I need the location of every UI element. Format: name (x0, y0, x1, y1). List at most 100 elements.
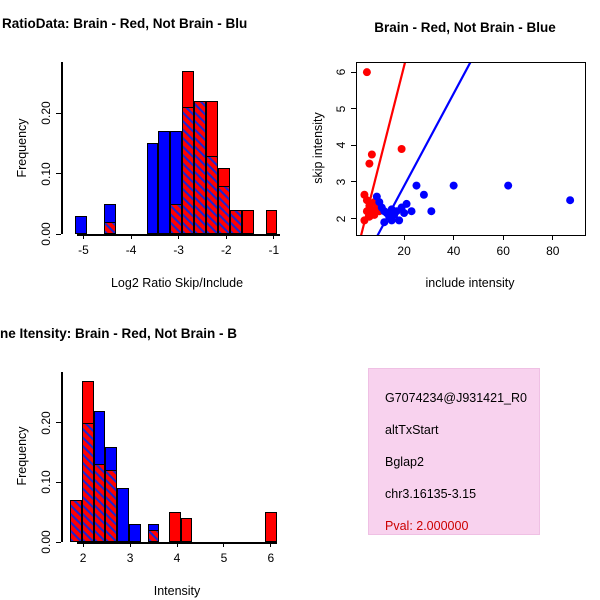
scatter-point-blue (407, 207, 416, 216)
y-tick-label: 2 (334, 215, 348, 222)
hist-bar-red (241, 209, 254, 234)
ratio-hist-x-axis-label: Log2 Ratio Skip/Include (110, 276, 244, 290)
x-axis-tick (270, 542, 272, 547)
y-axis-tick (56, 173, 61, 175)
hist-bar-overlap (182, 107, 195, 234)
x-tick-label: 20 (397, 244, 411, 258)
hist-bar-red (180, 518, 193, 542)
scatter-point-blue (504, 181, 513, 190)
scatter-plot-area: 20 40 60 80 2 3 4 5 6 (334, 60, 586, 258)
scatter-point-blue (400, 209, 409, 218)
hist-bar-overlap (81, 422, 94, 542)
scatter-point-blue (412, 181, 421, 190)
hist-bar-blue (75, 215, 87, 234)
probe-id: G7074234@J931421_R0 (385, 391, 527, 405)
scatter-point-red (360, 216, 369, 225)
scatter-point-blue (395, 216, 404, 225)
y-tick-label: 0.00 (39, 530, 53, 554)
x-tick-label: 5 (220, 551, 228, 565)
top-left-hist-plot-area: -5 -4 -3 -2 -1 0.00 0.10 0.20 (39, 62, 292, 257)
x-axis-tick (176, 542, 178, 547)
x-tick-label: -2 (220, 243, 232, 257)
x-tick-label: -3 (173, 243, 184, 257)
y-axis-line (61, 62, 63, 234)
hist-bar-blue (117, 488, 129, 542)
x-axis-tick (273, 234, 275, 239)
y-tick-label: 0.00 (39, 222, 53, 246)
y-tick-label: 6 (334, 68, 348, 76)
x-axis-tick (223, 542, 225, 547)
scatter-point-blue (427, 207, 436, 216)
y-axis-line (61, 372, 63, 542)
y-axis-tick (56, 422, 61, 424)
hist-bar-overlap (194, 101, 207, 234)
x-axis-tick (225, 234, 227, 239)
y-axis-tick (56, 112, 61, 114)
x-axis-tick (178, 234, 180, 239)
x-tick-label: -1 (268, 243, 280, 257)
x-tick-label: -4 (125, 243, 137, 257)
bottom-left-hist-plot-area: 2 3 4 5 6 0.00 0.10 0.20 (39, 372, 292, 565)
ratio-hist-y-axis-label: Frequency (15, 118, 29, 178)
x-axis-tick (502, 235, 504, 240)
x-tick-label: 6 (267, 551, 275, 565)
scatter-point-red (397, 145, 406, 153)
y-tick-label: 3 (334, 178, 348, 186)
scatter-point-blue (449, 181, 458, 190)
ratio-hist-title: RatioData: Brain - Red, Not Brain - Blu (2, 16, 248, 31)
scatter-canvas (359, 60, 575, 238)
scatter-y-axis-label: skip intensity (311, 112, 325, 184)
y-axis-tick (56, 541, 61, 543)
y-tick-label: 4 (334, 141, 348, 149)
scatter-point-red (362, 68, 371, 77)
y-axis-tick (56, 233, 61, 235)
hist-bar-red (168, 512, 181, 542)
x-axis-tick (129, 542, 131, 547)
scatter-point-blue (380, 218, 389, 227)
scatter-point-red (365, 159, 374, 168)
hist-bar-red (265, 209, 278, 234)
intensity-hist-y-axis-label: Frequency (15, 426, 29, 486)
hist-bar-overlap (217, 185, 230, 234)
y-axis-tick (351, 144, 356, 146)
y-axis-tick (351, 108, 356, 110)
x-tick-label: -5 (78, 243, 89, 257)
gene-name: Bglap2 (385, 455, 424, 469)
hist-bar-overlap (105, 470, 118, 542)
y-tick-label: 0.20 (39, 101, 53, 125)
pval-text: Pval: 2.000000 (385, 519, 469, 533)
x-axis-tick (82, 234, 84, 239)
locus: chr3.16135-3.15 (385, 487, 477, 501)
x-axis-tick (130, 234, 132, 239)
hist-bar-blue (146, 143, 159, 234)
hist-bar-overlap (103, 221, 116, 234)
x-tick-label: 40 (446, 244, 461, 258)
y-tick-label: 0.10 (39, 470, 53, 495)
x-axis-tick (82, 542, 84, 547)
x-tick-label: 2 (79, 551, 87, 565)
y-tick-label: 5 (334, 105, 348, 113)
intensity-hist-title: ne Itensity: Brain - Red, Not Brain - B (0, 326, 238, 341)
scatter-point-blue (419, 190, 428, 199)
y-axis-tick (351, 181, 356, 183)
x-tick-label: 4 (173, 551, 181, 565)
scatter-point-blue (402, 199, 411, 208)
hist-bar-red (265, 512, 277, 542)
hist-bar-blue (158, 131, 171, 234)
x-tick-label: 80 (546, 244, 560, 258)
hist-bar-overlap (70, 500, 82, 542)
scatter-x-axis-label: include intensity (425, 276, 515, 290)
y-axis-tick (351, 218, 356, 220)
gene-info-box: G7074234@J931421_R0 altTxStart Bglap2 ch… (368, 368, 540, 535)
y-tick-label: 0.10 (39, 161, 53, 186)
hist-bar-overlap (147, 530, 160, 542)
hist-bar-blue (128, 524, 141, 542)
y-axis-tick (56, 481, 61, 483)
hist-bar-overlap (170, 203, 183, 234)
y-tick-label: 0.20 (39, 411, 53, 435)
scatter-title: Brain - Red, Not Brain - Blue (374, 20, 556, 35)
hist-bar-overlap (206, 155, 218, 234)
scatter-point-red (367, 150, 376, 159)
hist-bar-overlap (93, 464, 106, 542)
